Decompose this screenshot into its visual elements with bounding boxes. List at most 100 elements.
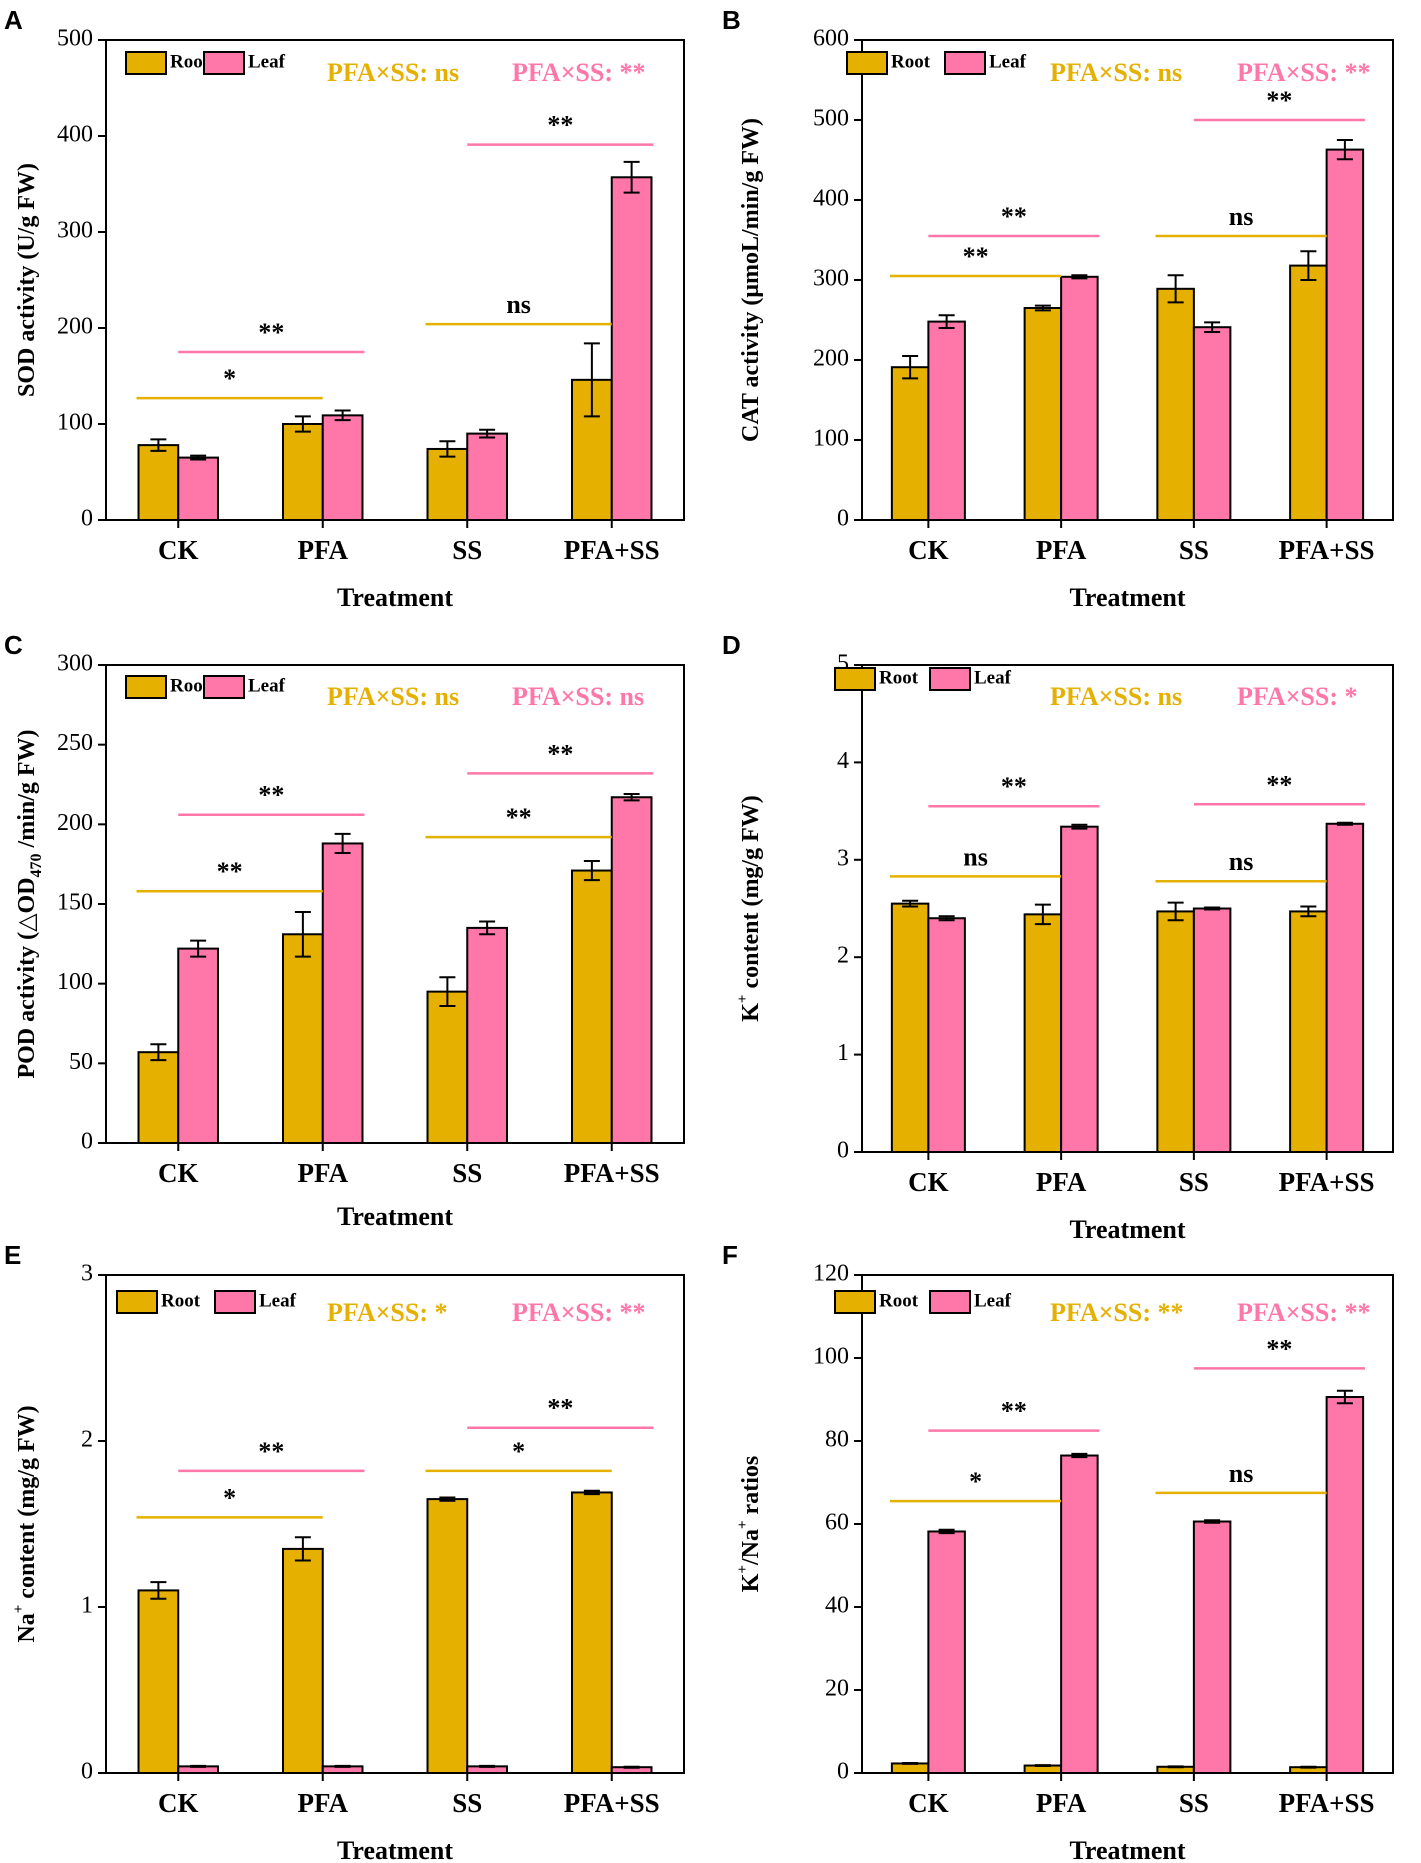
legend: Root Leaf (116, 1290, 297, 1314)
bar-root (282, 423, 324, 521)
legend-label-leaf: Leaf (974, 1290, 1012, 1311)
y-axis-label: SOD activity (U/g FW) (14, 163, 40, 397)
error-bar (439, 1496, 456, 1502)
error-bar (150, 1581, 167, 1600)
legend-swatch-root (846, 51, 888, 75)
y-axis-label: K+ content (mg/g FW) (735, 795, 764, 1022)
significance-label: ** (1001, 772, 1027, 801)
significance-label: ** (1266, 86, 1292, 115)
legend: Root Leaf (846, 51, 1027, 75)
error-bar (938, 1528, 955, 1535)
y-tick-label: 200 (57, 810, 93, 836)
y-tick-label: 0 (837, 506, 849, 532)
error-bar (1167, 1765, 1184, 1769)
bar-root (1289, 264, 1328, 521)
significance-label: ns (1229, 202, 1254, 231)
bar-leaf (927, 320, 966, 521)
x-tick-label: PFA+SS (564, 1788, 660, 1818)
x-tick-label: SS (452, 535, 482, 565)
x-tick-label: SS (452, 1158, 482, 1188)
x-tick-label: PFA (298, 1158, 349, 1188)
x-tick-label: PFA (298, 1788, 349, 1818)
x-tick-label: PFA (1036, 535, 1087, 565)
bar-root (426, 1498, 469, 1774)
y-tick-label: 500 (813, 106, 849, 132)
legend-swatch-leaf (214, 1290, 256, 1314)
x-tick-label: SS (1179, 535, 1209, 565)
significance-label: ** (258, 318, 284, 347)
legend-label-root: Root (170, 51, 210, 72)
interaction-leaf: PFA×SS: ns (512, 682, 644, 711)
bar-leaf (321, 414, 364, 521)
bar-root (571, 1491, 613, 1774)
interaction-leaf: PFA×SS: * (1237, 682, 1358, 711)
legend-swatch-root (125, 51, 167, 75)
legend-swatch-root (116, 1290, 158, 1314)
chart-panel-e: E 0 1 2 3 CK PFA SS PFA+SS Treatment Na+ content (… (4, 1240, 685, 1863)
x-tick-label: SS (1179, 1788, 1209, 1818)
x-tick-label: CK (158, 1158, 199, 1188)
bar-root (426, 447, 469, 521)
y-axis-label: POD activity (△OD470 /min/g FW) (14, 729, 45, 1078)
x-tick-label: PFA (1036, 1788, 1087, 1818)
y-tick-label: 500 (57, 26, 93, 52)
interaction-root: PFA×SS: ns (1050, 682, 1182, 711)
plot-frame (105, 1274, 685, 1774)
significance-label: ** (217, 857, 243, 886)
significance-label: * (969, 1467, 982, 1496)
legend-swatch-leaf (944, 51, 986, 75)
significance-label: ** (506, 803, 532, 832)
x-tick-label: PFA+SS (1279, 1167, 1375, 1197)
significance-label: ** (963, 242, 989, 271)
panel-letter: A (4, 5, 23, 35)
legend-label-root: Root (161, 1290, 201, 1311)
chart-panel-c: C 0 50 100 150 200 250 300 CK PFA SS PFA+SS Treatmen… (4, 630, 685, 1231)
error-bar (1034, 304, 1051, 312)
bar-leaf (1060, 1454, 1099, 1775)
legend: Root Leaf (834, 1290, 1012, 1314)
chart-panel-a: A 0 100 200 300 400 500 CK PFA SS PFA+SS Treatment S… (4, 5, 685, 612)
significance-label: ns (506, 290, 531, 319)
y-tick-label: 80 (825, 1427, 849, 1453)
x-axis-label: Treatment (337, 1202, 453, 1231)
error-bar (1204, 906, 1221, 911)
error-bar (1167, 274, 1184, 304)
bar-leaf (1060, 275, 1099, 521)
interaction-leaf: PFA×SS: ** (1237, 1298, 1371, 1327)
y-tick-label: 1 (837, 1040, 849, 1066)
bar-leaf (927, 1530, 966, 1774)
bar-root (137, 444, 180, 521)
bar-root (137, 1051, 180, 1145)
significance-label: ** (1266, 770, 1292, 799)
y-tick-label: 0 (81, 1759, 93, 1785)
error-bar (439, 976, 456, 1007)
bar-leaf (1192, 907, 1232, 1153)
bar-root (890, 366, 930, 522)
interaction-root: PFA×SS: ns (1050, 58, 1182, 87)
y-tick-label: 150 (57, 890, 93, 916)
x-axis-label: Treatment (1070, 1215, 1186, 1244)
panel-letter: B (722, 5, 741, 35)
error-bar (1300, 1765, 1317, 1769)
bar-leaf (321, 842, 364, 1144)
panel-letter: D (722, 630, 741, 660)
interaction-root: PFA×SS: ns (327, 682, 459, 711)
y-tick-label: 300 (57, 218, 93, 244)
legend-swatch-root (834, 667, 876, 691)
bar-leaf (927, 917, 966, 1153)
x-axis-label: Treatment (337, 1836, 453, 1863)
y-tick-label: 0 (837, 1759, 849, 1785)
x-tick-label: CK (158, 535, 199, 565)
error-bar (439, 440, 456, 458)
legend-swatch-leaf (929, 1290, 971, 1314)
bar-leaf (1192, 1520, 1232, 1775)
x-tick-label: SS (1179, 1167, 1209, 1197)
y-tick-label: 0 (81, 506, 93, 532)
bar-root (1156, 910, 1195, 1153)
x-tick-label: PFA (1036, 1167, 1087, 1197)
interaction-leaf: PFA×SS: ** (1237, 58, 1371, 87)
bar-root (890, 902, 930, 1153)
y-tick-label: 4 (837, 748, 849, 774)
legend: Root Leaf (125, 51, 286, 75)
error-bar (1204, 321, 1221, 333)
